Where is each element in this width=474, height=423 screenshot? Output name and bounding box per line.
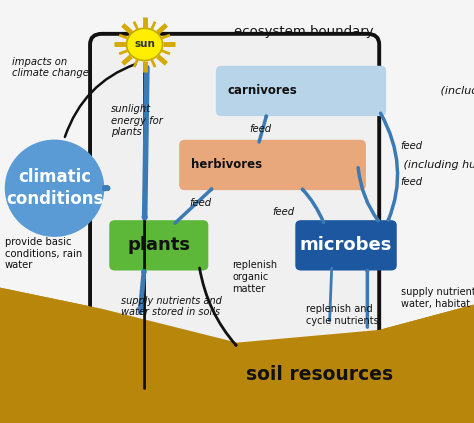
Ellipse shape bbox=[5, 140, 104, 237]
Text: supply nutrients and
water stored in soils: supply nutrients and water stored in soi… bbox=[121, 296, 222, 318]
Text: replenish and
cycle nutrients: replenish and cycle nutrients bbox=[306, 304, 378, 326]
Text: climatic
conditions: climatic conditions bbox=[6, 168, 103, 209]
FancyBboxPatch shape bbox=[90, 34, 379, 406]
Text: sun: sun bbox=[134, 39, 155, 49]
Text: feed: feed bbox=[190, 198, 212, 208]
Text: (including humans): (including humans) bbox=[400, 160, 474, 170]
Text: plants: plants bbox=[128, 236, 190, 254]
Text: feed: feed bbox=[401, 141, 423, 151]
Text: carnivores: carnivores bbox=[228, 85, 297, 97]
Circle shape bbox=[127, 28, 163, 60]
Text: feed: feed bbox=[273, 206, 295, 217]
FancyBboxPatch shape bbox=[179, 140, 366, 190]
Polygon shape bbox=[0, 288, 474, 423]
Text: provide basic
conditions, rain
water: provide basic conditions, rain water bbox=[5, 237, 82, 270]
FancyBboxPatch shape bbox=[216, 66, 386, 116]
Text: ecosystem boundary: ecosystem boundary bbox=[234, 25, 373, 38]
FancyBboxPatch shape bbox=[109, 220, 209, 271]
Polygon shape bbox=[0, 288, 474, 423]
Text: soil resources: soil resources bbox=[246, 365, 393, 384]
FancyBboxPatch shape bbox=[295, 220, 397, 271]
Text: impacts on
climate change: impacts on climate change bbox=[12, 57, 89, 79]
Text: sunlight
energy for
plants: sunlight energy for plants bbox=[111, 104, 163, 137]
Text: (including humans): (including humans) bbox=[437, 86, 474, 96]
Text: replenish
organic
matter: replenish organic matter bbox=[232, 261, 277, 294]
Text: herbivores: herbivores bbox=[191, 159, 262, 171]
Text: feed: feed bbox=[249, 124, 271, 134]
Text: feed: feed bbox=[401, 177, 423, 187]
Text: microbes: microbes bbox=[300, 236, 392, 254]
Text: supply nutrients,
water, habitat: supply nutrients, water, habitat bbox=[401, 287, 474, 309]
